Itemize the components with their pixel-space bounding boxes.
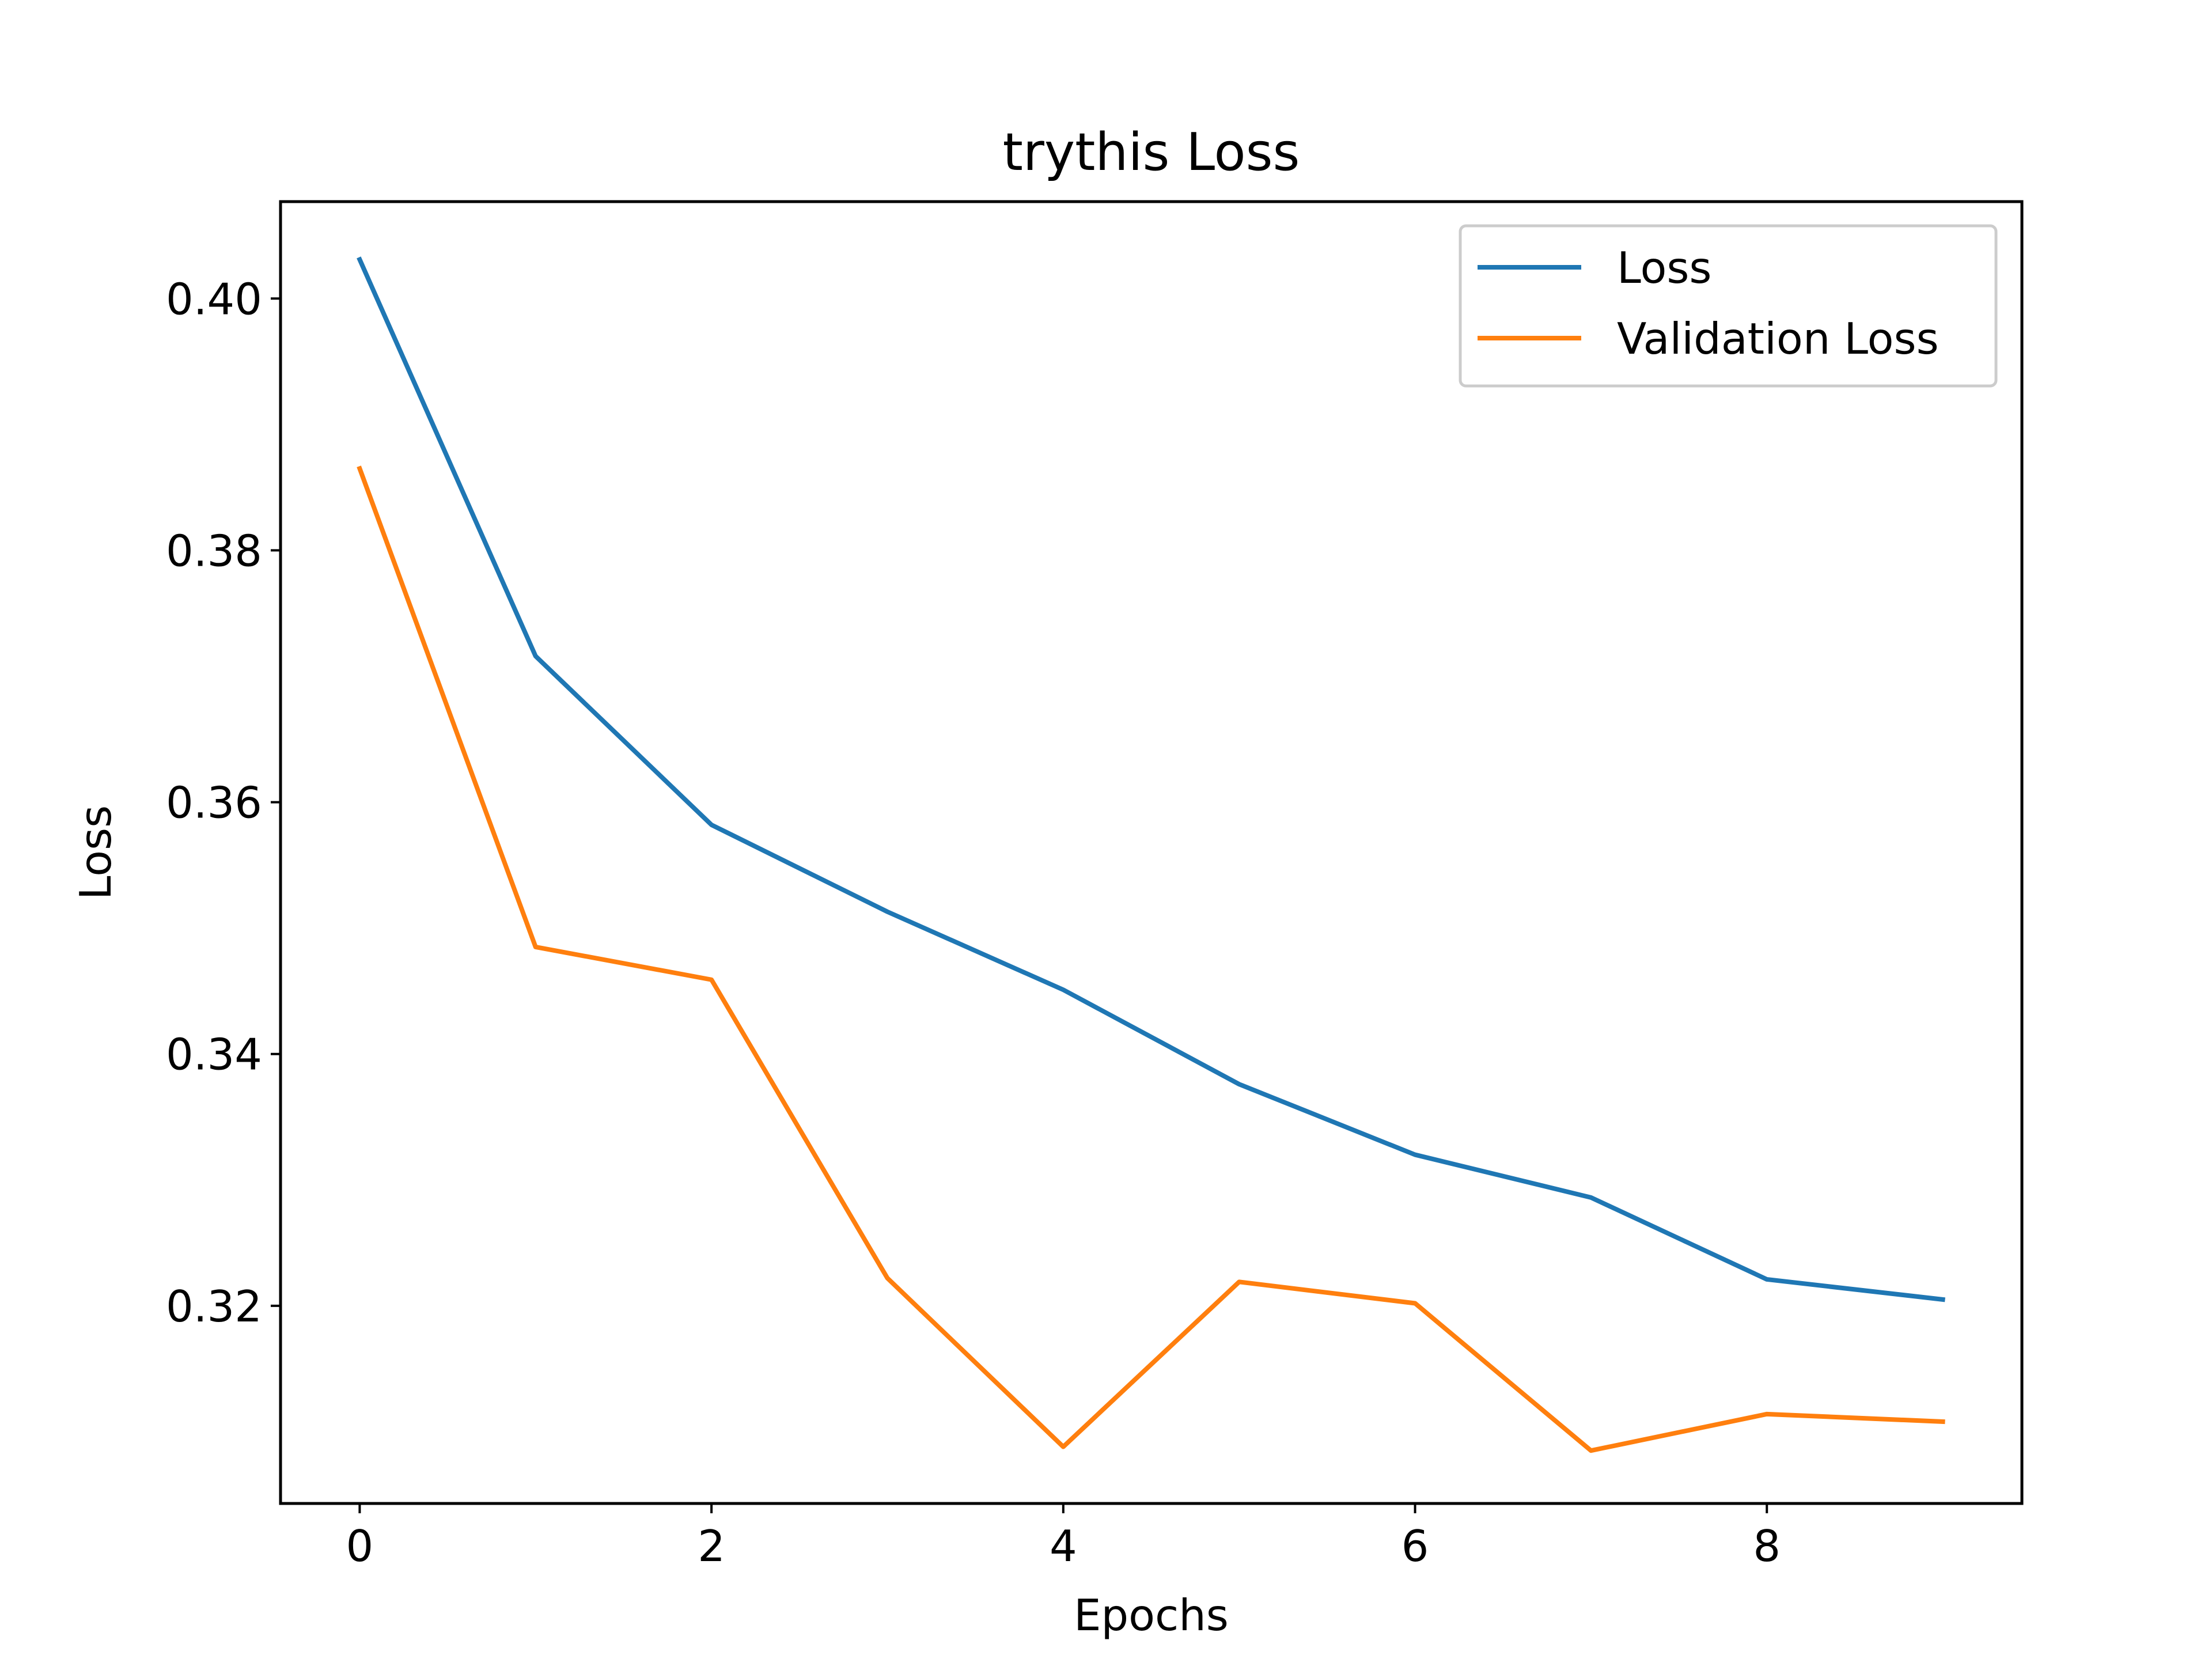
legend-box (1459, 224, 1998, 388)
legend: Loss Validation Loss (1459, 224, 1998, 388)
legend-label-validation-loss: Validation Loss (1617, 313, 1939, 364)
legend-label-loss: Loss (1617, 243, 1712, 293)
x-tick-label: 4 (1050, 1521, 1077, 1571)
x-tick-label: 2 (698, 1521, 725, 1571)
y-axis-ticks: 0.32 0.34 0.36 0.38 0.40 (166, 274, 281, 1332)
series-line-loss (357, 256, 1946, 1302)
x-tick-label: 0 (346, 1521, 374, 1571)
y-tick-label: 0.32 (166, 1281, 262, 1332)
y-tick-label: 0.36 (166, 778, 262, 828)
series-line-validation-loss (357, 465, 1945, 1453)
y-tick-label: 0.38 (166, 525, 262, 576)
plot-background (281, 202, 2022, 1503)
y-axis-label: Loss (70, 805, 121, 900)
x-tick-label: 6 (1402, 1521, 1429, 1571)
plot-frame (279, 200, 2024, 1505)
y-tick-label: 0.40 (166, 274, 262, 324)
chart-title: trythis Loss (1003, 122, 1300, 183)
x-tick-label: 8 (1753, 1521, 1781, 1571)
x-axis-label: Epochs (1074, 1590, 1229, 1641)
series-layer (357, 256, 1946, 1453)
plot-area (279, 200, 2024, 1505)
y-tick-label: 0.34 (166, 1029, 262, 1080)
x-axis-ticks: 0 2 4 6 8 (346, 1503, 1781, 1571)
